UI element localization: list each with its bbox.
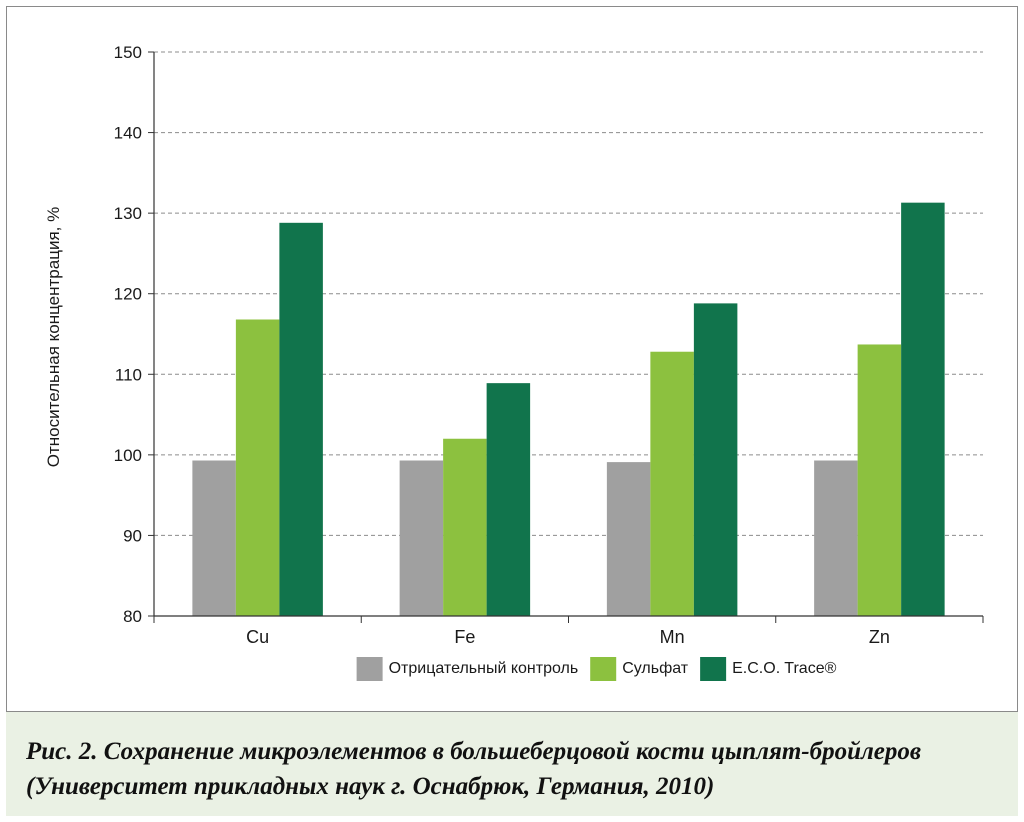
figure-caption: Рис. 2. Сохранение микроэлементов в боль…	[26, 734, 1016, 804]
bar-fe-3	[486, 383, 531, 616]
axes	[148, 51, 984, 623]
legend-swatch	[356, 657, 383, 681]
caption-line-2: (Университет прикладных наук г. Оснабрюк…	[26, 773, 715, 800]
bar-zn-2	[857, 344, 902, 616]
y-tick-label: 110	[115, 365, 142, 384]
legend-label: E.C.O. Trace®	[732, 660, 836, 677]
y-tick-label: 140	[114, 124, 142, 143]
legend-swatch	[590, 657, 617, 681]
x-category-label: Cu	[246, 627, 269, 647]
bar-zn-3	[901, 202, 945, 616]
bar-fe-1	[399, 460, 444, 616]
bar-zn-1	[814, 460, 858, 616]
gridlines	[154, 51, 983, 536]
bar-mn-1	[606, 462, 651, 616]
x-category-label: Mn	[660, 627, 685, 647]
bars	[192, 202, 945, 616]
y-axis-title: Относительная концентрация, %	[44, 207, 63, 467]
y-tick-label: 100	[114, 446, 142, 465]
bar-chart: 80 90 100 110 120 130 140 150 Cu Fe Mn Zn Относител…	[44, 43, 984, 681]
bar-cu-2	[235, 319, 280, 616]
caption-band: Рис. 2. Сохранение микроэлементов в боль…	[6, 712, 1018, 816]
x-category-label: Fe	[454, 627, 475, 647]
legend: Отрицательный контроль Сульфат E.C.O. Trac…	[356, 657, 837, 681]
bar-mn-3	[693, 303, 738, 616]
legend-label: Сульфат	[622, 660, 689, 677]
x-category-label: Zn	[869, 627, 890, 647]
bar-cu-3	[279, 222, 323, 616]
y-tick-label: 130	[114, 204, 142, 223]
legend-label: Отрицательный контроль	[389, 660, 579, 677]
chart-panel: 80 90 100 110 120 130 140 150 Cu Fe Mn Zn Относител…	[6, 6, 1018, 712]
bar-mn-2	[650, 351, 694, 616]
caption-line-1: Рис. 2. Сохранение микроэлементов в боль…	[26, 738, 922, 765]
y-tick-label: 80	[123, 607, 142, 626]
y-tick-label: 150	[114, 43, 142, 62]
bar-cu-1	[192, 460, 236, 616]
y-tick-label: 90	[123, 526, 142, 545]
bar-fe-2	[443, 438, 487, 616]
legend-swatch	[700, 657, 727, 681]
tick-labels: 80 90 100 110 120 130 140 150 Cu Fe Mn Zn	[114, 43, 890, 647]
y-tick-label: 120	[114, 285, 142, 304]
